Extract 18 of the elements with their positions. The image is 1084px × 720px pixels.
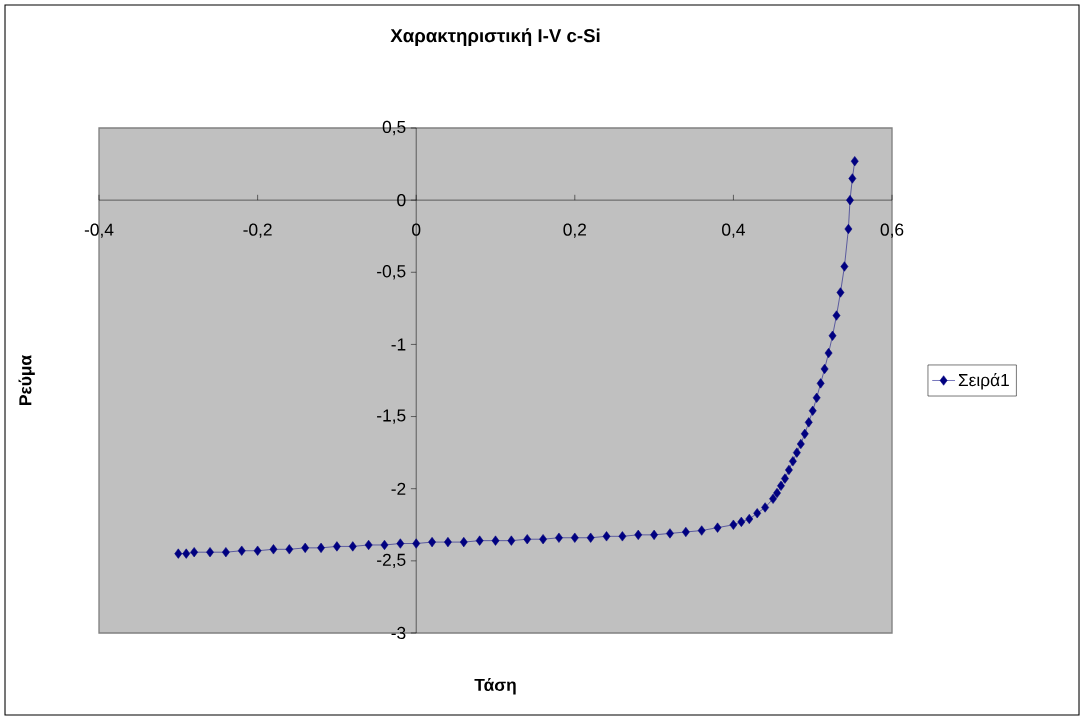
- y-tick-label: -3: [391, 626, 406, 640]
- y-tick-label: -1: [391, 338, 406, 351]
- y-tick-label: -1,5: [377, 409, 406, 424]
- y-tick-label: 0: [397, 193, 406, 207]
- x-tick-label: -0,2: [243, 223, 272, 238]
- legend-label: Σειρά1: [958, 372, 1009, 390]
- y-axis-title: Ρεύμα: [18, 355, 35, 405]
- x-tick-label: 0,6: [880, 223, 904, 238]
- chart-title: Χαρακτηριστική I-V c-Si: [390, 28, 600, 46]
- x-axis-title: Τάση: [474, 678, 516, 695]
- x-tick-label: 0,4: [722, 223, 745, 238]
- x-tick-label: 0: [412, 223, 421, 236]
- x-tick-label: -0,4: [84, 223, 114, 238]
- y-tick-label: -0,5: [377, 265, 406, 280]
- y-tick-label: -2: [391, 482, 406, 495]
- x-tick-label: 0,2: [563, 223, 586, 238]
- y-tick-label: -2,5: [377, 553, 406, 568]
- y-tick-label: 0,5: [382, 120, 406, 136]
